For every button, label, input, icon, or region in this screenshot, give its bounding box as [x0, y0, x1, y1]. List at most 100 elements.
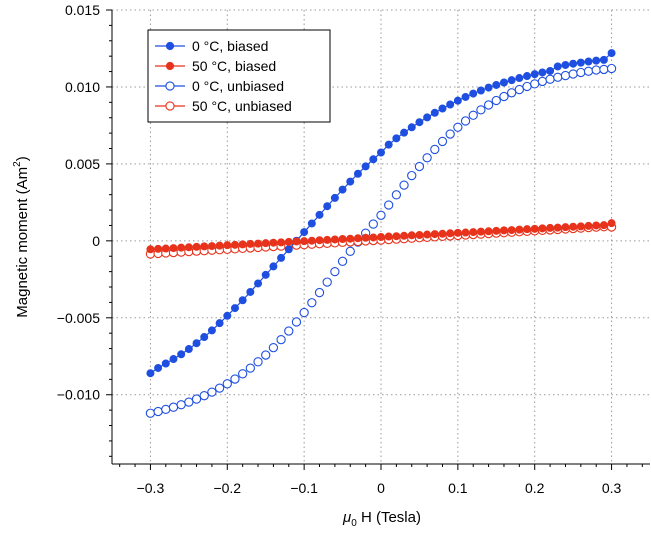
data-point [168, 402, 179, 412]
data-point [322, 277, 332, 287]
data-point [530, 79, 540, 89]
data-point [568, 69, 578, 79]
data-point [184, 397, 194, 407]
data-point [314, 287, 325, 298]
data-point [146, 369, 155, 378]
data-point [407, 231, 416, 240]
data-point [192, 339, 201, 348]
data-point [299, 307, 309, 318]
x-axis-title-rest: H (Tesla) [357, 509, 421, 526]
data-point [238, 369, 248, 379]
data-point [430, 144, 440, 155]
data-point [368, 219, 378, 229]
data-point [200, 242, 209, 251]
data-point [599, 64, 609, 75]
data-point [337, 256, 348, 266]
data-point [468, 110, 478, 120]
data-point [369, 155, 378, 164]
data-point [215, 241, 224, 250]
data-point [215, 319, 224, 328]
data-point [161, 404, 171, 415]
data-point [545, 74, 555, 84]
data-point [177, 243, 186, 252]
data-point [246, 287, 255, 296]
data-point [569, 59, 578, 68]
data-point [307, 298, 317, 308]
data-point [461, 92, 470, 101]
legend-label: 50 °C, biased [192, 58, 276, 74]
x-tick-label: 0.2 [525, 480, 545, 496]
data-point [437, 136, 448, 147]
data-point [453, 96, 462, 105]
data-point [446, 100, 455, 109]
data-point [546, 223, 555, 232]
y-axis-title-main: Magnetic moment (Am [14, 167, 31, 318]
data-point [330, 266, 340, 277]
data-point [253, 357, 263, 367]
data-point [307, 219, 316, 228]
data-point [560, 70, 571, 81]
data-point [245, 363, 255, 373]
y-tick-label: −0.005 [57, 310, 100, 326]
data-point [161, 359, 170, 368]
legend-swatch-marker [165, 41, 175, 51]
data-point [330, 235, 339, 244]
data-point [407, 123, 416, 132]
data-point [553, 72, 563, 82]
data-point [461, 228, 470, 237]
data-point [230, 240, 239, 249]
data-point [153, 406, 163, 417]
data-point [476, 86, 485, 95]
data-point [230, 304, 239, 313]
data-point [154, 244, 163, 253]
data-point [376, 148, 385, 157]
series [145, 49, 617, 418]
data-point [261, 239, 270, 248]
data-point [576, 222, 585, 231]
data-point [515, 74, 524, 83]
data-point [523, 225, 532, 234]
data-point [230, 374, 240, 384]
data-point [522, 81, 532, 92]
data-point [453, 228, 462, 237]
x-axis-title: μ0 H (Tesla) [342, 509, 421, 529]
data-point [476, 105, 486, 115]
data-point [277, 238, 286, 247]
data-point [146, 245, 155, 254]
data-point [376, 232, 385, 241]
data-point [592, 221, 601, 230]
data-point [277, 253, 286, 262]
data-point [492, 226, 501, 235]
data-point [177, 350, 186, 359]
legend-swatch-marker [165, 61, 175, 71]
x-tick-label: 0 [377, 480, 385, 496]
data-point [369, 233, 378, 242]
data-point [145, 408, 156, 418]
data-point [599, 55, 608, 64]
data-point [507, 226, 516, 235]
x-axis-title-symbol: μ [342, 509, 351, 526]
data-point [361, 162, 370, 171]
data-point [223, 311, 232, 320]
x-tick-label: 0.3 [602, 480, 622, 496]
data-point [207, 242, 216, 251]
data-point [483, 100, 494, 110]
data-point [345, 246, 355, 256]
data-point [492, 80, 501, 89]
data-point [207, 387, 217, 397]
data-point [507, 88, 517, 98]
data-point [400, 128, 409, 137]
data-point [446, 229, 455, 238]
data-point [353, 169, 362, 178]
data-point [584, 221, 593, 230]
data-point [169, 355, 178, 364]
data-point [591, 65, 601, 75]
data-point [423, 230, 432, 239]
data-point [222, 379, 232, 389]
data-point [246, 239, 255, 248]
data-point [346, 177, 355, 186]
legend: 0 °C, biased 50 °C, biased 0 °C, unbiased 5… [147, 29, 331, 123]
data-point [376, 210, 386, 220]
